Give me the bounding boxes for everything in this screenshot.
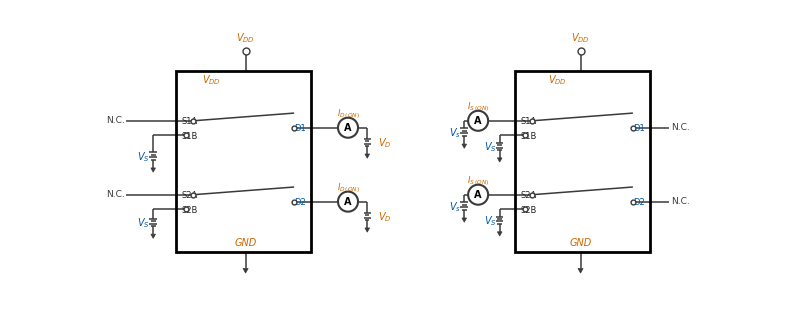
Text: $V_S$: $V_S$ bbox=[138, 150, 150, 164]
Text: $I_{D\,(ON)}$: $I_{D\,(ON)}$ bbox=[337, 107, 360, 121]
Text: A: A bbox=[474, 190, 482, 200]
Text: S1B: S1B bbox=[182, 132, 198, 141]
Text: $V_D$: $V_D$ bbox=[378, 210, 392, 224]
Text: $V_{DD}$: $V_{DD}$ bbox=[571, 31, 590, 44]
Polygon shape bbox=[243, 268, 248, 273]
Polygon shape bbox=[462, 218, 467, 222]
Text: $V_S$: $V_S$ bbox=[484, 214, 497, 228]
Text: N.C.: N.C. bbox=[671, 123, 689, 132]
Text: A: A bbox=[474, 116, 482, 126]
Text: $V_S$: $V_S$ bbox=[484, 140, 497, 154]
Circle shape bbox=[468, 185, 488, 205]
Text: D1: D1 bbox=[294, 124, 306, 133]
Text: S2B: S2B bbox=[520, 206, 537, 215]
Polygon shape bbox=[498, 158, 502, 162]
Text: $V_S$: $V_S$ bbox=[138, 216, 150, 230]
Polygon shape bbox=[151, 168, 155, 172]
Text: $V_D$: $V_D$ bbox=[378, 136, 392, 150]
Text: $V_{DD}$: $V_{DD}$ bbox=[548, 73, 567, 87]
Polygon shape bbox=[365, 154, 370, 158]
Text: $I_{D\,(ON)}$: $I_{D\,(ON)}$ bbox=[337, 181, 360, 195]
Circle shape bbox=[338, 192, 358, 212]
Text: S1B: S1B bbox=[520, 132, 537, 141]
Polygon shape bbox=[151, 234, 155, 238]
Text: A: A bbox=[345, 197, 352, 207]
Text: GND: GND bbox=[235, 238, 256, 248]
Text: D1: D1 bbox=[633, 124, 645, 133]
Polygon shape bbox=[462, 144, 467, 148]
Bar bbox=[515, 71, 650, 252]
Circle shape bbox=[338, 118, 358, 138]
Text: $I_{S\,(ON)}$: $I_{S\,(ON)}$ bbox=[467, 100, 489, 114]
Text: N.C.: N.C. bbox=[671, 197, 689, 206]
Text: GND: GND bbox=[570, 238, 591, 248]
Text: S2B: S2B bbox=[182, 206, 198, 215]
Text: S1A: S1A bbox=[520, 117, 536, 126]
Text: $V_s$: $V_s$ bbox=[449, 200, 461, 214]
Text: D2: D2 bbox=[633, 198, 645, 207]
Text: N.C.: N.C. bbox=[106, 190, 125, 199]
Bar bbox=[176, 71, 311, 252]
Text: S2A: S2A bbox=[182, 191, 198, 200]
Text: S2A: S2A bbox=[520, 191, 536, 200]
Text: $V_s$: $V_s$ bbox=[449, 126, 461, 140]
Polygon shape bbox=[578, 268, 583, 273]
Circle shape bbox=[468, 111, 488, 131]
Text: D2: D2 bbox=[294, 198, 306, 207]
Text: S1A: S1A bbox=[182, 117, 198, 126]
Text: N.C.: N.C. bbox=[106, 116, 125, 125]
Text: $V_{DD}$: $V_{DD}$ bbox=[236, 31, 255, 44]
Polygon shape bbox=[365, 228, 370, 232]
Text: $V_{DD}$: $V_{DD}$ bbox=[201, 73, 220, 87]
Polygon shape bbox=[498, 232, 502, 236]
Text: $I_{S\,(ON)}$: $I_{S\,(ON)}$ bbox=[467, 174, 489, 188]
Text: A: A bbox=[345, 123, 352, 133]
